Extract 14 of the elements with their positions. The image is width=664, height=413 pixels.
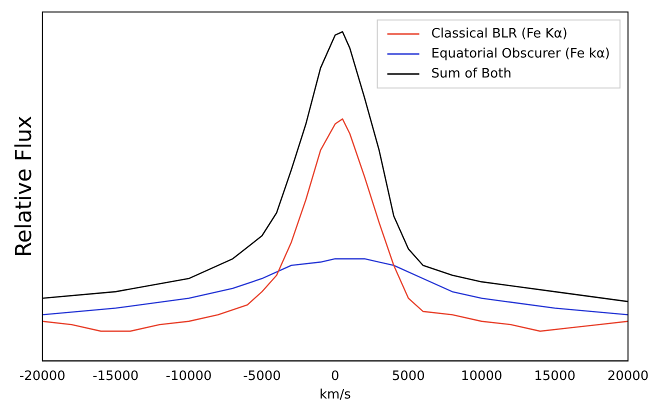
x-tick-label: 10000 [460,368,502,384]
legend-label: Sum of Both [431,66,512,82]
legend-label: Classical BLR (Fe Kα) [431,26,568,42]
x-axis-title: km/s [320,388,352,403]
x-tick-label: -20000 [19,368,66,384]
x-tick-label: -10000 [166,368,212,384]
y-axis-title: Relative Flux [12,116,37,258]
x-tick-label: 5000 [392,368,425,384]
x-tick-label: -15000 [92,368,139,384]
x-tick-label: -5000 [243,368,281,384]
x-tick-label: 15000 [534,368,576,384]
x-tick-label: 0 [331,368,340,384]
legend-label: Equatorial Obscurer (Fe kα) [431,46,610,62]
x-tick-label: 20000 [607,368,649,384]
